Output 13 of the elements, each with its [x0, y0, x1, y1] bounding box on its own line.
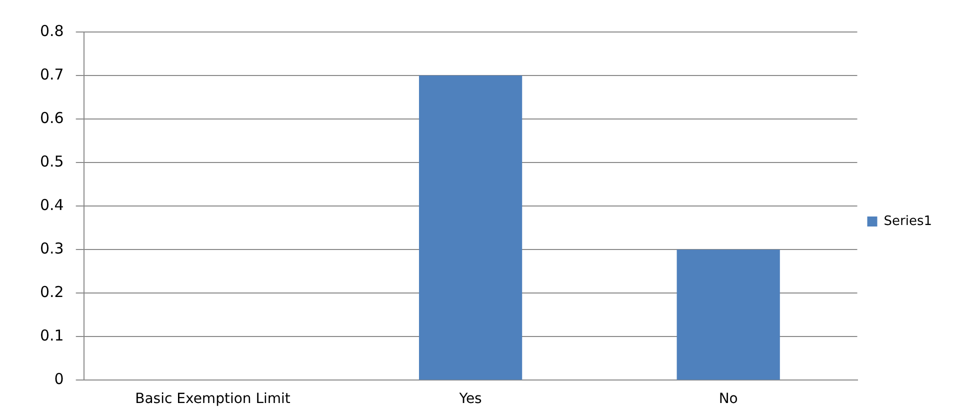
- y-tick-label: 0.3: [40, 240, 64, 258]
- y-tick-label: 0.4: [40, 196, 64, 214]
- y-tick-label: 0: [54, 370, 64, 388]
- x-tick-label: No: [718, 391, 738, 408]
- y-tick-label: 0.2: [40, 283, 64, 302]
- legend-label: Series1: [884, 214, 932, 229]
- y-tick-label: 0.6: [40, 108, 64, 127]
- x-tick-label: Basic Exemption Limit: [135, 391, 291, 408]
- y-tick-label: 0.5: [40, 152, 64, 170]
- y-tick-label: 0.1: [40, 326, 64, 345]
- x-tick-label: Yes: [458, 391, 482, 408]
- y-tick-label: 0.8: [40, 22, 64, 40]
- y-tick-label: 0.7: [40, 65, 64, 84]
